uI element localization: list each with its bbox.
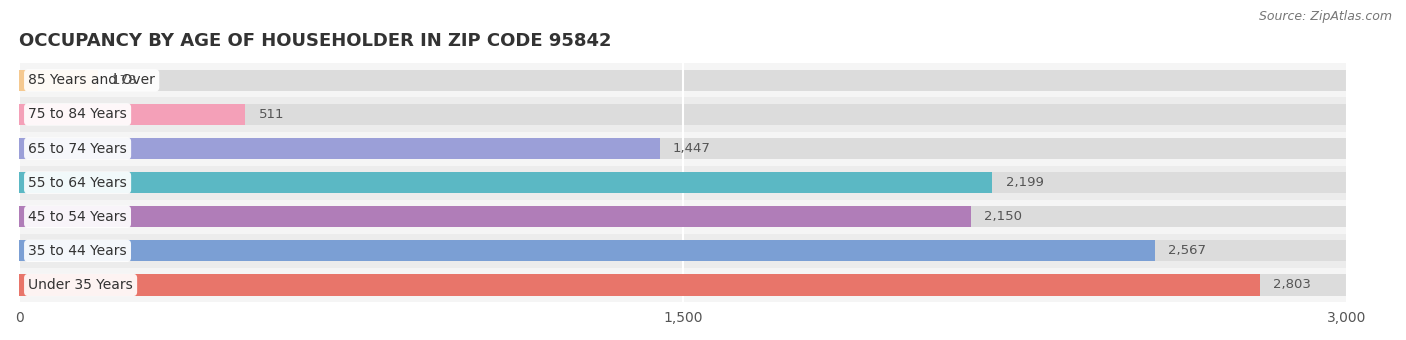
Bar	[20, 104, 1347, 125]
Text: 178: 178	[111, 74, 136, 87]
Bar	[20, 166, 1347, 200]
Text: 85 Years and Over: 85 Years and Over	[28, 73, 155, 87]
Bar	[20, 172, 1347, 193]
Text: 2,150: 2,150	[984, 210, 1022, 223]
Text: Under 35 Years: Under 35 Years	[28, 278, 134, 292]
Bar	[20, 70, 98, 91]
Bar	[20, 200, 1347, 234]
Bar	[20, 172, 993, 193]
Bar	[20, 104, 246, 125]
Text: 65 to 74 Years: 65 to 74 Years	[28, 141, 127, 156]
Bar	[20, 234, 1347, 268]
Bar	[20, 138, 659, 159]
Text: 35 to 44 Years: 35 to 44 Years	[28, 244, 127, 258]
Text: 75 to 84 Years: 75 to 84 Years	[28, 107, 127, 121]
Text: 2,199: 2,199	[1005, 176, 1043, 189]
Text: 2,567: 2,567	[1168, 244, 1206, 257]
Text: 511: 511	[259, 108, 284, 121]
Bar	[20, 70, 1347, 91]
Text: 55 to 64 Years: 55 to 64 Years	[28, 176, 127, 190]
Bar	[20, 206, 970, 227]
Bar	[20, 97, 1347, 132]
Bar	[20, 240, 1347, 261]
Bar	[20, 274, 1347, 295]
Bar	[20, 138, 1347, 159]
Bar	[20, 240, 1156, 261]
Bar	[20, 132, 1347, 166]
Text: OCCUPANCY BY AGE OF HOUSEHOLDER IN ZIP CODE 95842: OCCUPANCY BY AGE OF HOUSEHOLDER IN ZIP C…	[20, 32, 612, 50]
Bar	[20, 206, 1347, 227]
Text: 45 to 54 Years: 45 to 54 Years	[28, 210, 127, 224]
Bar	[20, 268, 1347, 302]
Text: 2,803: 2,803	[1272, 278, 1310, 291]
Bar	[20, 274, 1260, 295]
Text: 1,447: 1,447	[673, 142, 711, 155]
Bar	[20, 63, 1347, 97]
Text: Source: ZipAtlas.com: Source: ZipAtlas.com	[1258, 10, 1392, 23]
